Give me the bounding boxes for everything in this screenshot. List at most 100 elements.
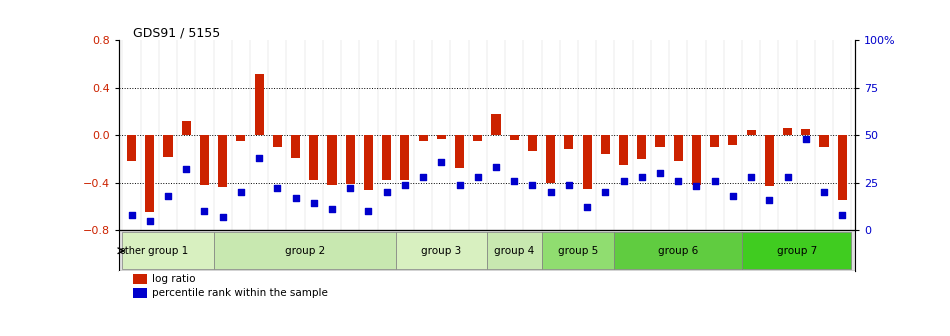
- Bar: [710, 135, 719, 147]
- Point: [653, 170, 668, 176]
- Text: group 7: group 7: [776, 246, 817, 256]
- Bar: [133, 274, 146, 284]
- Point: [197, 208, 212, 214]
- Bar: [181, 121, 191, 135]
- Bar: [382, 135, 391, 180]
- Bar: [546, 135, 555, 183]
- Bar: [619, 135, 628, 165]
- Point: [397, 182, 412, 187]
- Bar: [473, 135, 483, 141]
- Bar: [255, 74, 264, 135]
- Point: [488, 165, 504, 170]
- Bar: [729, 135, 737, 145]
- Bar: [656, 135, 665, 147]
- Point: [598, 190, 613, 195]
- Text: group 6: group 6: [658, 246, 698, 256]
- Point: [415, 174, 430, 180]
- Point: [524, 182, 540, 187]
- Point: [379, 190, 394, 195]
- Point: [452, 182, 467, 187]
- Bar: [364, 135, 373, 190]
- Bar: [200, 135, 209, 185]
- Point: [343, 185, 358, 191]
- Bar: [145, 135, 154, 212]
- Point: [835, 212, 850, 217]
- Point: [142, 218, 158, 223]
- Point: [671, 178, 686, 183]
- Point: [506, 178, 522, 183]
- Bar: [582, 135, 592, 188]
- Bar: [783, 128, 792, 135]
- Bar: [133, 288, 146, 298]
- Bar: [273, 135, 282, 147]
- Bar: [346, 135, 354, 184]
- Text: log ratio: log ratio: [152, 274, 196, 284]
- Bar: [765, 135, 774, 186]
- Bar: [692, 135, 701, 185]
- Text: group 2: group 2: [284, 246, 325, 256]
- Text: GDS91 / 5155: GDS91 / 5155: [133, 26, 220, 39]
- Point: [561, 182, 577, 187]
- Point: [780, 174, 795, 180]
- Point: [725, 193, 740, 199]
- Point: [124, 212, 139, 217]
- Bar: [455, 135, 465, 168]
- Point: [616, 178, 631, 183]
- Bar: [437, 135, 446, 139]
- Point: [252, 155, 267, 161]
- Text: group 5: group 5: [558, 246, 598, 256]
- Bar: [328, 135, 336, 185]
- Bar: [163, 135, 173, 157]
- Bar: [747, 130, 755, 135]
- Point: [434, 159, 449, 164]
- Bar: [637, 135, 646, 159]
- Point: [816, 190, 831, 195]
- Point: [470, 174, 485, 180]
- Point: [288, 195, 303, 201]
- Bar: [564, 135, 574, 150]
- Bar: [542, 232, 615, 269]
- Bar: [801, 129, 810, 135]
- Bar: [291, 135, 300, 158]
- Bar: [674, 135, 683, 161]
- Bar: [528, 135, 537, 151]
- Bar: [123, 232, 214, 269]
- Point: [215, 214, 230, 219]
- Point: [707, 178, 722, 183]
- Text: group 1: group 1: [148, 246, 188, 256]
- Bar: [237, 135, 245, 141]
- Bar: [419, 135, 428, 141]
- Bar: [491, 114, 501, 135]
- Text: group 3: group 3: [421, 246, 462, 256]
- Point: [361, 208, 376, 214]
- Point: [798, 136, 813, 142]
- Bar: [309, 135, 318, 180]
- Point: [580, 205, 595, 210]
- Text: group 4: group 4: [494, 246, 534, 256]
- Bar: [615, 232, 742, 269]
- Point: [270, 185, 285, 191]
- Bar: [742, 232, 851, 269]
- Bar: [486, 232, 542, 269]
- Bar: [218, 135, 227, 187]
- Point: [744, 174, 759, 180]
- Point: [635, 174, 650, 180]
- Bar: [214, 232, 396, 269]
- Point: [306, 201, 321, 206]
- Point: [762, 197, 777, 202]
- Point: [324, 207, 339, 212]
- Bar: [838, 135, 846, 200]
- Text: other: other: [120, 246, 145, 256]
- Point: [543, 190, 559, 195]
- Point: [689, 184, 704, 189]
- Text: percentile rank within the sample: percentile rank within the sample: [152, 288, 328, 298]
- Bar: [127, 135, 136, 161]
- Bar: [509, 135, 519, 140]
- Bar: [820, 135, 828, 147]
- Bar: [600, 135, 610, 154]
- Point: [179, 167, 194, 172]
- Bar: [400, 135, 409, 180]
- Point: [234, 190, 249, 195]
- Point: [161, 193, 176, 199]
- Bar: [396, 232, 486, 269]
